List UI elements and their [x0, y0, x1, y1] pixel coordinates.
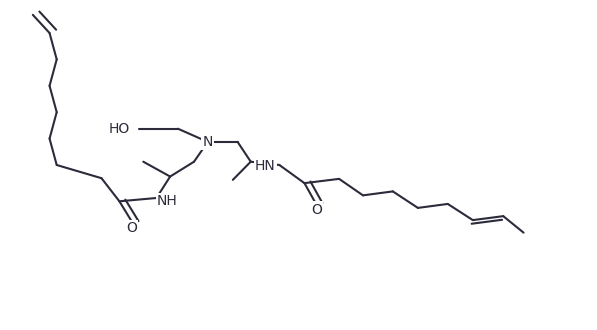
- Text: NH: NH: [157, 194, 178, 208]
- Text: N: N: [202, 135, 213, 149]
- Text: O: O: [311, 203, 322, 216]
- Text: O: O: [127, 221, 137, 235]
- Text: HO: HO: [109, 122, 130, 136]
- Text: HN: HN: [255, 159, 276, 173]
